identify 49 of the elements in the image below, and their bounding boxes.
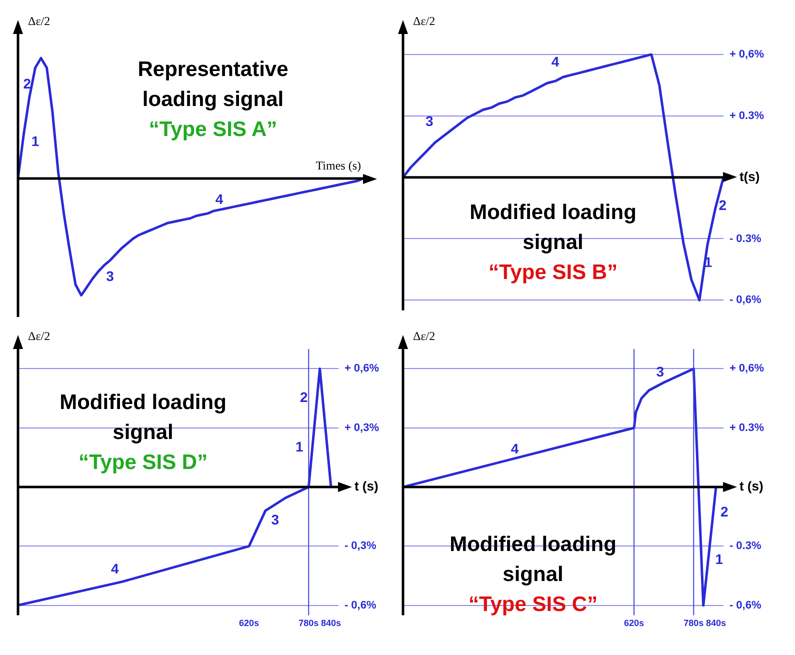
x-axis-title: Times (s) (316, 158, 362, 173)
y-axis-title: Δε/2 (28, 329, 50, 344)
annotation: 4 (510, 440, 519, 456)
text: “Type SIS B” (488, 260, 618, 284)
y-tick-label: + 0.3% (729, 110, 764, 122)
y-tick-label: + 0.3% (729, 422, 764, 434)
text: Representative loading signal (138, 58, 288, 111)
annotation: 3 (426, 112, 434, 129)
annotation: 2 (300, 389, 308, 406)
annotation: 4 (551, 54, 560, 70)
y-tick-label: + 0,6% (729, 48, 764, 61)
y-tick-label: - 0,6% (729, 599, 762, 612)
x-tick-label: 840s (706, 618, 726, 628)
text: Modified loading signal (60, 390, 226, 444)
annotation: 3 (656, 364, 664, 380)
y-tick-label: - 0.3% (729, 232, 762, 245)
x-tick-label: 620s (239, 618, 260, 628)
x-tick-label: 780s (684, 618, 704, 628)
x-axis-title: t(s) (739, 168, 760, 184)
annotation: 2 (23, 75, 32, 92)
annotation: 1 (295, 438, 304, 454)
annotation: 2 (720, 504, 728, 520)
annotation: 4 (110, 560, 119, 577)
text: “Type SIS C” (468, 592, 598, 616)
y-tick-label: - 0.3% (729, 540, 762, 552)
x-tick-label: 840s (320, 618, 342, 628)
text: “Type SIS D” (78, 450, 208, 474)
x-tick-label: 620s (624, 618, 644, 628)
y-tick-label: + 0,6% (729, 362, 764, 375)
x-axis-title: t (s) (354, 478, 378, 494)
annotation: 1 (31, 133, 40, 150)
y-tick-label: - 0,6% (344, 599, 376, 612)
y-tick-label: + 0,6% (344, 362, 380, 375)
text: Modified loading signal (470, 200, 636, 254)
y-tick-label: + 0,3% (344, 422, 380, 434)
y-axis-title: Δε/2 (413, 329, 436, 344)
annotation: 1 (715, 550, 724, 567)
annotation: 3 (106, 268, 114, 284)
x-axis-title: t (s) (739, 478, 764, 494)
text: “Type SIS A” (148, 118, 278, 141)
x-tick-label: 780s (298, 618, 319, 628)
annotation: 3 (271, 511, 280, 528)
text: Modified loading signal (450, 532, 616, 586)
y-tick-label: - 0,3% (344, 540, 376, 552)
annotation: 2 (718, 196, 727, 213)
y-axis-title: Δε/2 (28, 14, 50, 28)
annotation: 4 (215, 191, 224, 208)
y-tick-label: - 0,6% (729, 294, 762, 306)
y-axis-title: Δε/2 (413, 14, 436, 28)
